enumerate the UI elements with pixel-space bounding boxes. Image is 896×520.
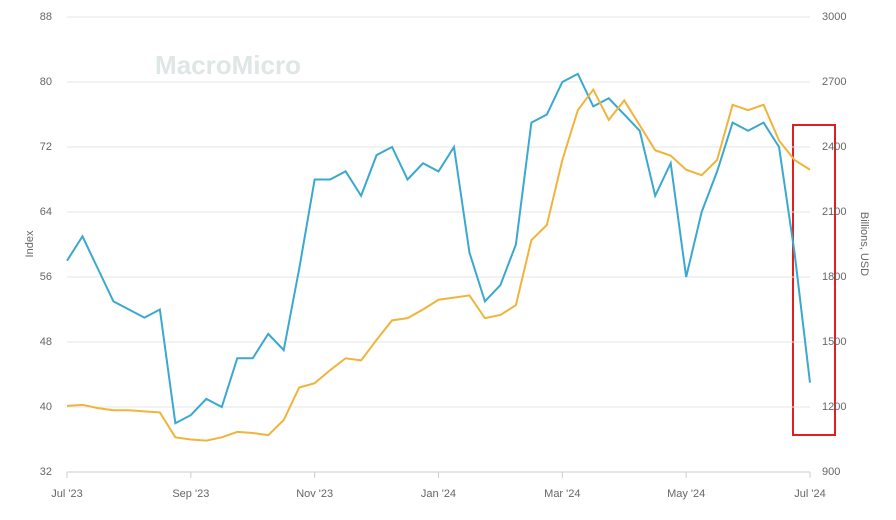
series-line: [66, 87, 811, 442]
y2-tick-label: 1500: [822, 336, 846, 348]
watermark: MacroMicro: [155, 50, 301, 80]
y-tick-label: 56: [40, 271, 52, 283]
series-line: [66, 72, 811, 425]
x-tick-label: Jul '23: [51, 488, 82, 500]
y-tick-label: 32: [40, 466, 52, 478]
y2-axis-label: Billions, USD: [858, 212, 870, 276]
x-tick-label: Jan '24: [421, 488, 456, 500]
y-tick-label: 88: [40, 11, 52, 23]
y-tick-label: 80: [40, 76, 52, 88]
y2-tick-label: 2700: [822, 76, 846, 88]
highlight-box: [792, 124, 836, 436]
x-tick-label: Sep '23: [172, 488, 209, 500]
y-tick-label: 40: [40, 401, 52, 413]
y-tick-label: 72: [40, 141, 52, 153]
x-tick-label: Mar '24: [544, 488, 580, 500]
y2-tick-label: 2100: [822, 206, 846, 218]
y-tick-label: 64: [40, 206, 52, 218]
y2-tick-label: 1800: [822, 271, 846, 283]
y2-tick-label: 1200: [822, 401, 846, 413]
y2-tick-label: 900: [822, 466, 840, 478]
x-tick-label: Jul '24: [794, 488, 825, 500]
y-tick-label: 48: [40, 336, 52, 348]
y-axis-label: Index: [24, 230, 36, 257]
y2-tick-label: 3000: [822, 11, 846, 23]
y2-tick-label: 2400: [822, 141, 846, 153]
x-tick-label: Nov '23: [296, 488, 333, 500]
x-tick-label: May '24: [667, 488, 705, 500]
